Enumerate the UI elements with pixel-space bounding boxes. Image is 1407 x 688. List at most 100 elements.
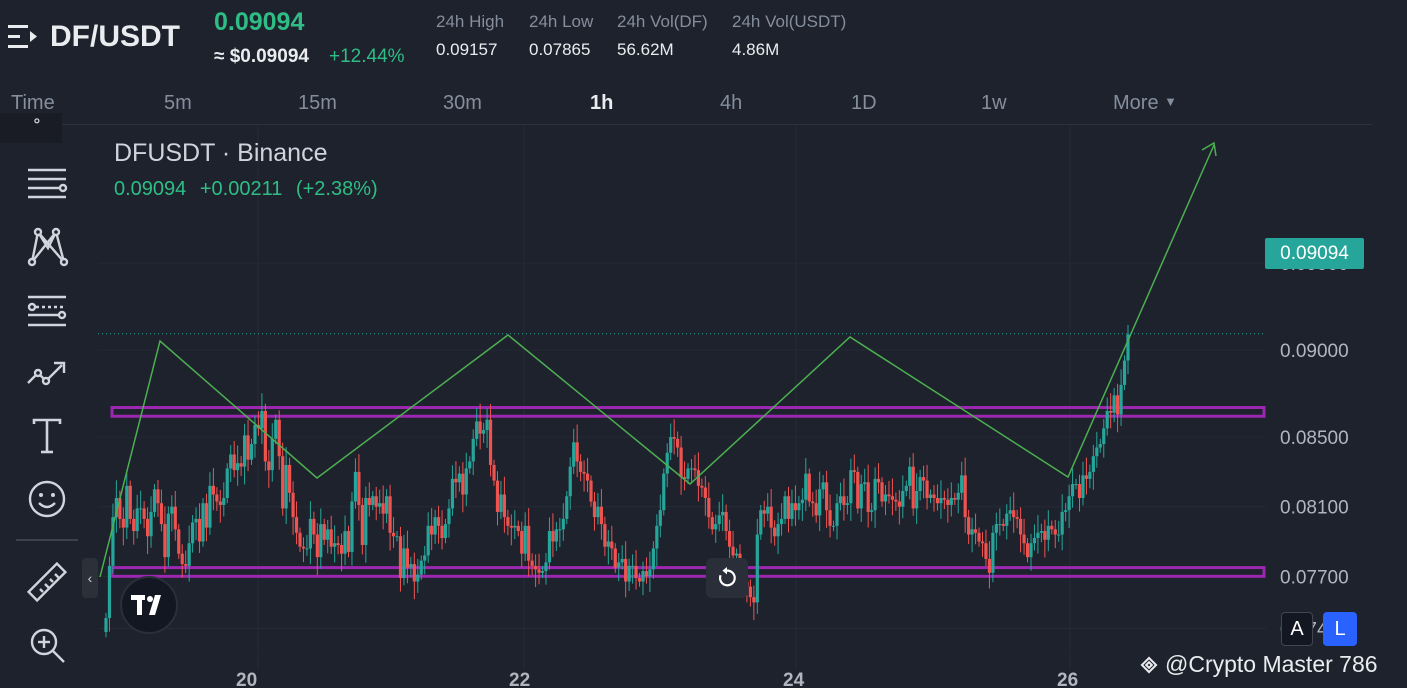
candle-body [918,477,922,492]
collapse-toolbar-button[interactable]: ‹ [82,558,98,598]
candle-body [118,498,122,519]
candle-body [558,529,562,531]
trend-drawings [98,141,1266,578]
candle-body [315,534,319,558]
lines-icon[interactable] [22,160,72,210]
zoom-icon[interactable] [22,620,72,670]
candle-body [142,508,146,519]
candle-body [624,558,628,582]
candle-body [104,618,108,632]
candle-body [170,506,174,514]
candle-body [1122,360,1127,385]
candle-body [824,482,829,511]
candle-body [513,525,517,528]
legend-last: 0.09094 [114,178,187,200]
candle-body [187,543,191,566]
tab-time[interactable]: Time [11,92,55,114]
pair-title[interactable]: DF/USDT [50,20,180,53]
more-label: More [1113,92,1159,114]
fib-icon[interactable] [22,285,72,335]
price-axis[interactable]: 0.095000.090000.085000.081000.077000.074… [1270,125,1407,688]
candle-body [364,498,368,545]
candle-body [159,503,164,525]
candle-body [1064,510,1068,512]
candle-body [987,558,992,573]
candle-body [721,511,725,516]
pencil-icon[interactable] [0,113,62,143]
candle-body [478,421,482,434]
stat-value: 56.62M [617,40,674,59]
candle-body [863,482,867,485]
candle-body [440,525,444,539]
candle-body [152,489,157,512]
zigzag-drawing[interactable] [99,144,1215,578]
candle-body [291,492,295,518]
auto-scale-button[interactable]: A [1281,612,1313,646]
menu-icon[interactable] [8,22,38,52]
tab-1w[interactable]: 1w [981,92,1007,114]
candle-body [1077,484,1082,498]
candle-body [904,485,908,492]
reset-chart-button[interactable] [706,558,748,598]
support-zone[interactable] [110,566,1266,578]
price-chart[interactable]: 0.095000.090000.085000.081000.077000.074… [98,125,1407,688]
candle-body [412,564,416,582]
candle-body [236,463,240,471]
timeframe-bar: Time 5m 15m 30m 1h 4h 1D 1w More ▼ [0,86,1407,124]
time-axis[interactable]: 20 22 24 26 [98,654,1266,688]
candle-body [949,498,953,505]
y-tick-label: 0.08500 [1280,428,1349,449]
candle-body [897,501,901,507]
candle-body [762,510,766,514]
text-icon[interactable] [22,410,72,460]
tab-30m[interactable]: 30m [443,92,482,114]
candle-body [371,496,375,505]
candle-body [800,499,804,504]
candle-body [977,532,981,542]
pattern-icon[interactable] [22,222,72,272]
resistance-zone[interactable] [110,406,1266,418]
candle-body [329,529,333,547]
candle-body [1050,525,1054,530]
tab-more[interactable]: More ▼ [1113,92,1177,115]
candle-body [274,419,278,439]
tab-1h[interactable]: 1h [590,92,614,114]
emoji-icon[interactable] [22,474,72,524]
candle-body [693,468,697,471]
candle-body [669,437,673,453]
trend-icon[interactable] [22,347,72,397]
ruler-icon[interactable] [22,557,72,607]
candle-body [433,517,437,535]
candle-body [367,498,371,505]
candle-body [492,464,496,481]
legend-change: +0.00211 [199,178,283,200]
candle-body [596,506,600,518]
arrow-head-icon [1201,141,1217,157]
candle-body [218,501,222,505]
candle-body [135,508,139,532]
candle-body [197,518,202,542]
candle-body [1081,475,1085,498]
candle-body [939,498,943,504]
candle-body [752,597,756,603]
candle-body [734,553,739,556]
tab-4h[interactable]: 4h [720,92,743,114]
candle-body [835,503,839,526]
y-tick-label: 0.09000 [1280,341,1349,362]
candle-body [540,571,545,573]
price-usd: ≈ $0.09094 [214,46,309,67]
candle-body [495,480,500,512]
candle-body [305,548,309,550]
y-tick-label: 0.08100 [1280,498,1349,519]
log-scale-button[interactable]: L [1323,612,1357,646]
tab-5m[interactable]: 5m [164,92,192,114]
candle-body [1057,534,1061,536]
tab-15m[interactable]: 15m [298,92,337,114]
candle-body [641,571,645,582]
candle-body [405,548,410,568]
candle-body [166,513,170,558]
tradingview-logo[interactable] [120,576,178,634]
refresh-icon [718,567,736,587]
candle-body [516,525,520,532]
tab-1d[interactable]: 1D [851,92,877,114]
